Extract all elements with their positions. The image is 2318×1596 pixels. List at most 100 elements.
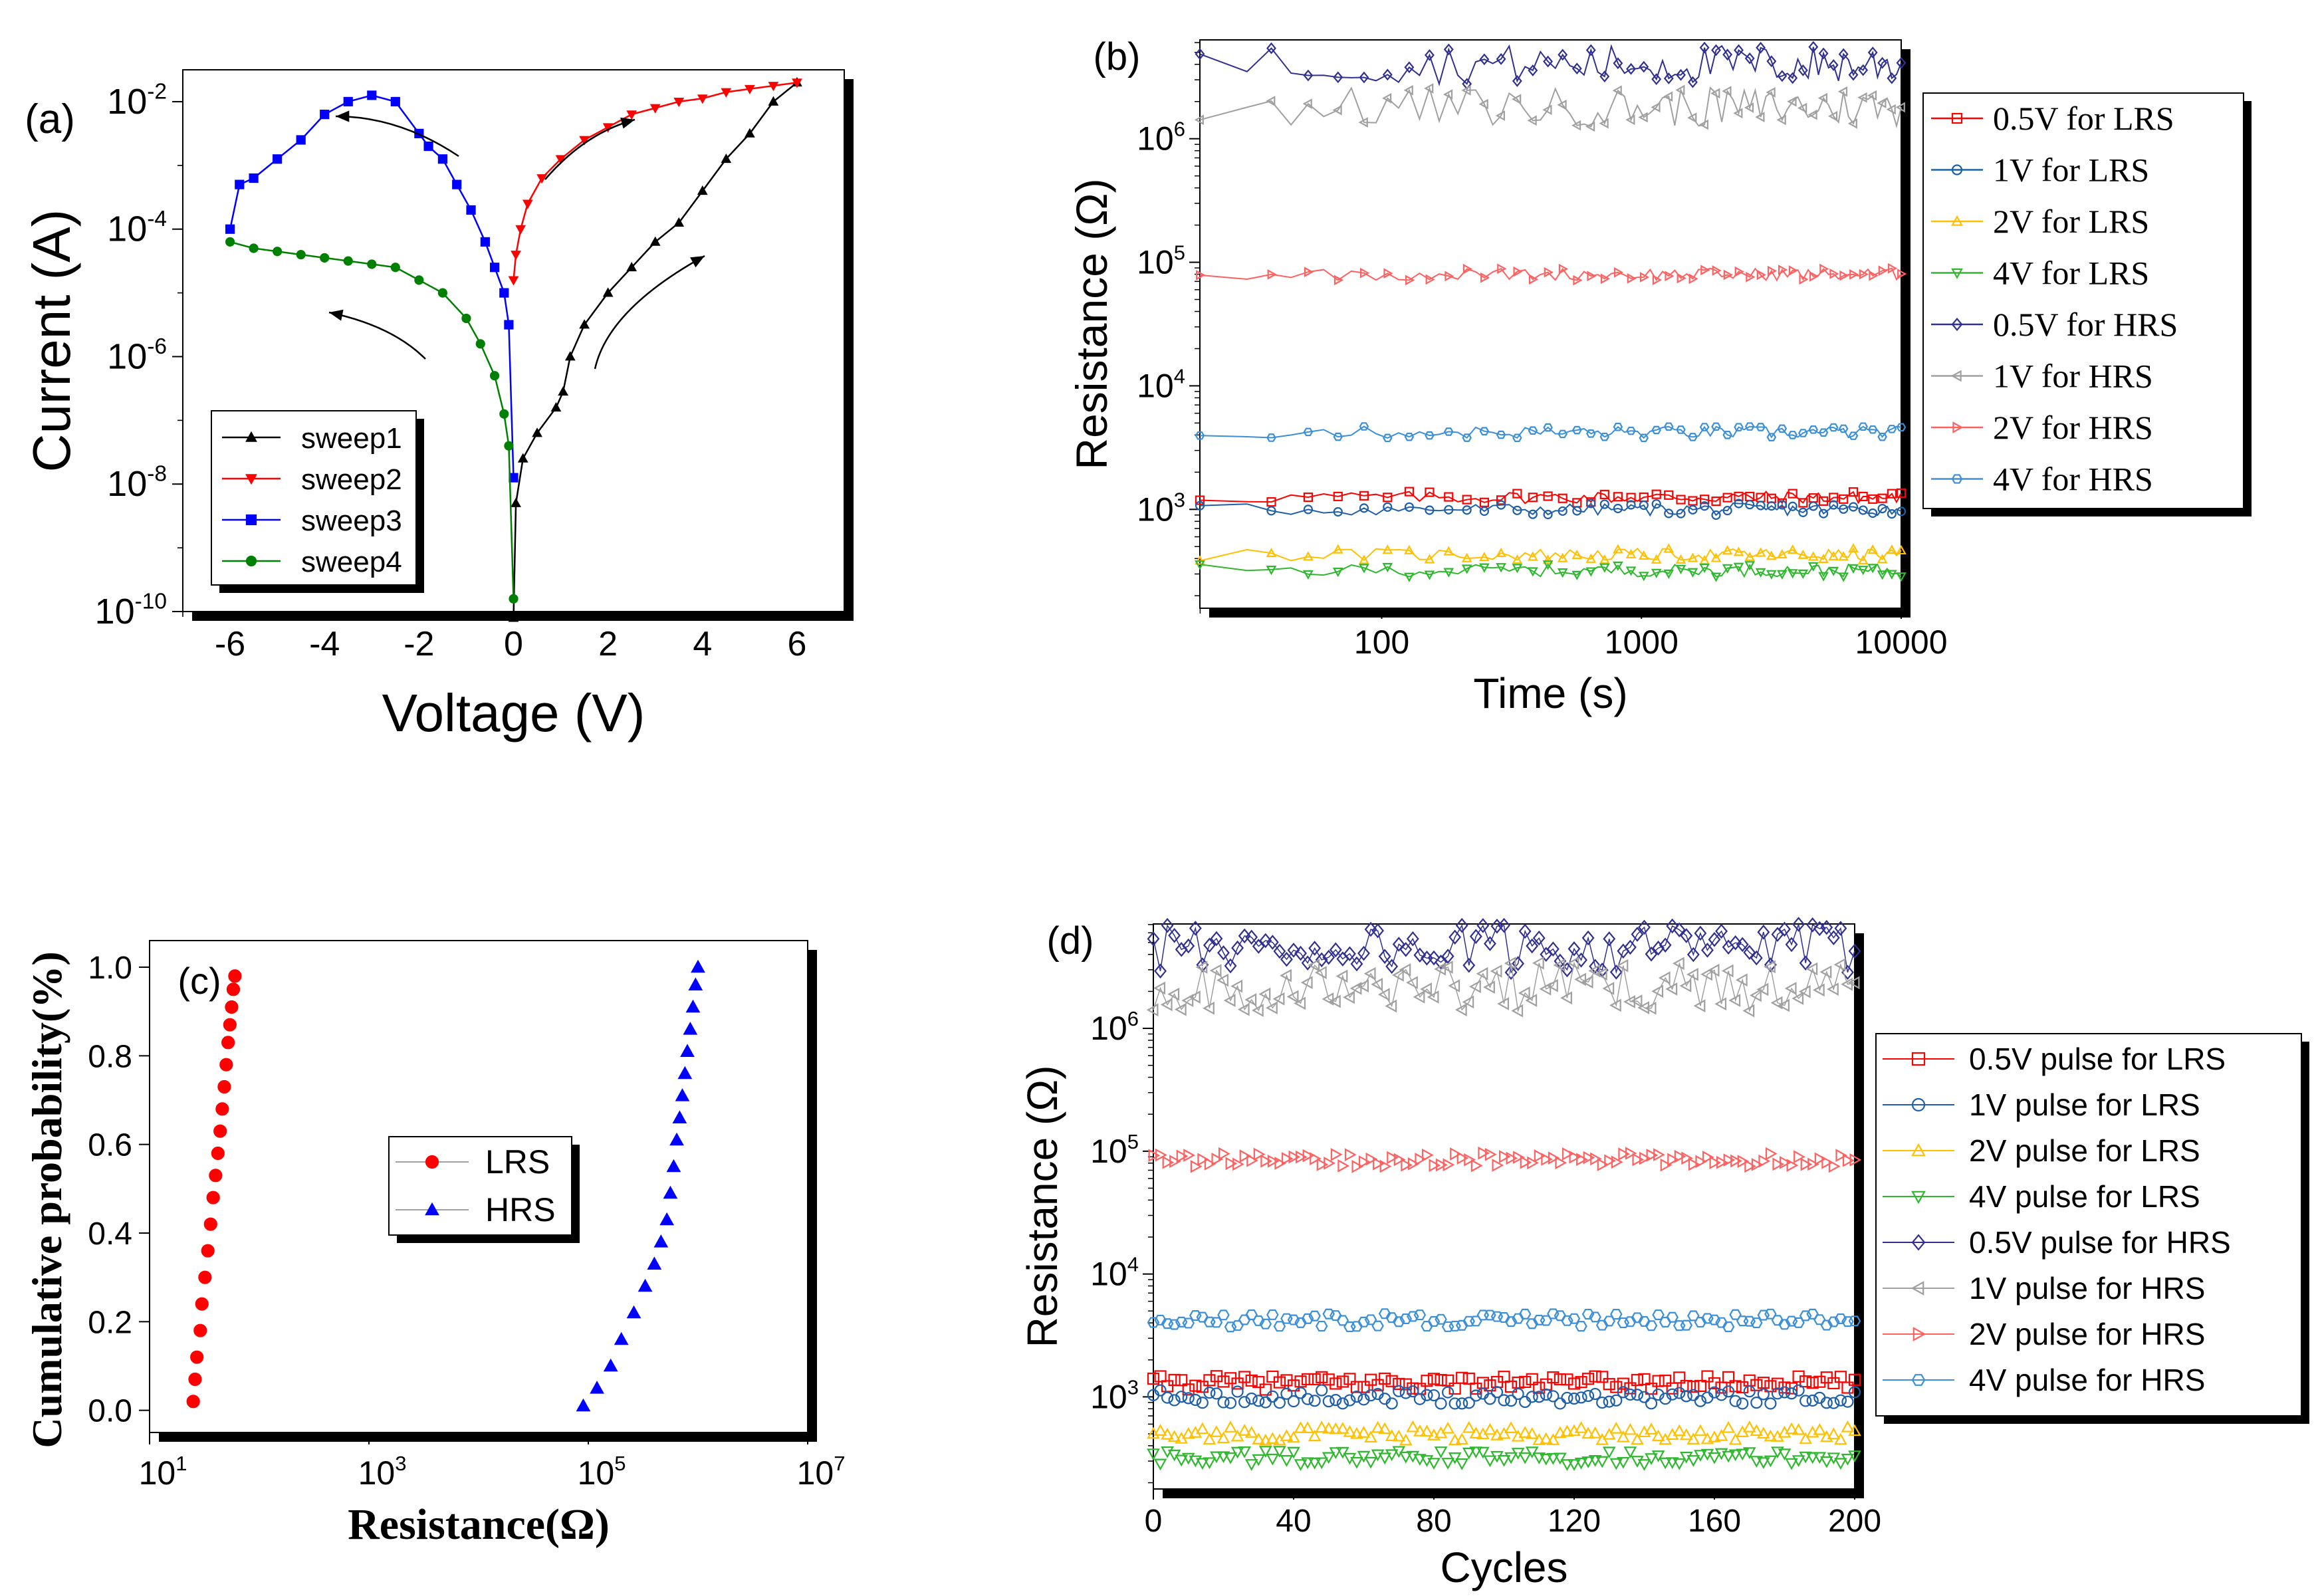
- data-point-0.5V pulse for LRS: [1589, 1370, 1601, 1383]
- data-point-0.5V for LRS: [1496, 495, 1506, 505]
- data-point-4V pulse for LRS: [1742, 1447, 1756, 1460]
- data-point-1V pulse for HRS: [1539, 982, 1552, 996]
- data-point-0.5V pulse for LRS: [1273, 1376, 1286, 1389]
- data-point-0.5V pulse for LRS: [1827, 1377, 1840, 1390]
- data-point-4V pulse for HRS: [1484, 1310, 1496, 1321]
- legend-marker-2V pulse for HRS: [1912, 1327, 1926, 1341]
- data-point-2V pulse for HRS: [1281, 1152, 1294, 1165]
- data-point-1V pulse for HRS: [1764, 960, 1776, 974]
- data-point-2V pulse for HRS: [1415, 1153, 1427, 1166]
- data-point-4V for HRS: [1586, 429, 1596, 438]
- data-point-2V for HRS: [1677, 273, 1686, 284]
- data-point-2V pulse for HRS: [1604, 1154, 1617, 1168]
- data-point-1V pulse for HRS: [1560, 991, 1572, 1005]
- data-point-LRS: [219, 1058, 233, 1072]
- data-point-4V pulse for HRS: [1848, 1315, 1861, 1327]
- data-point-0.5V pulse for LRS: [1350, 1381, 1363, 1393]
- data-point-0.5V pulse for HRS: [1848, 943, 1861, 959]
- data-point-0.5V pulse for LRS: [1484, 1379, 1496, 1392]
- data-point-0.5V pulse for HRS: [1413, 947, 1427, 963]
- data-point-LRS: [211, 1146, 225, 1161]
- legend-marker-sweep3: [245, 514, 257, 526]
- data-point-4V pulse for LRS: [1147, 1448, 1160, 1460]
- data-point-HRS: [590, 1381, 604, 1394]
- data-point-0.5V pulse for LRS: [1526, 1373, 1538, 1385]
- data-point-4V for LRS: [1266, 566, 1277, 576]
- data-point-0.5V pulse for LRS: [1259, 1383, 1272, 1396]
- data-point-0.5V for HRS: [1818, 47, 1829, 60]
- sweep-arrow-head: [690, 256, 705, 268]
- data-point-0.5V for LRS: [1858, 491, 1868, 502]
- data-point-1V for HRS: [1698, 119, 1709, 130]
- data-point-1V pulse for HRS: [1203, 1001, 1215, 1015]
- data-point-4V for HRS: [1722, 431, 1732, 439]
- legend-label-0.5V pulse for LRS: 0.5V pulse for LRS: [1969, 1042, 2226, 1076]
- data-point-4V pulse for LRS: [1441, 1458, 1454, 1470]
- data-point-HRS: [614, 1331, 629, 1345]
- data-point-HRS: [663, 1185, 678, 1199]
- data-point-1V pulse for LRS: [1393, 1385, 1405, 1397]
- data-point-sweep4: [390, 263, 400, 273]
- data-point-1V pulse for LRS: [1715, 1389, 1728, 1401]
- data-point-2V pulse for HRS: [1190, 1159, 1203, 1173]
- data-point-2V pulse for LRS: [1504, 1421, 1518, 1433]
- data-point-1V pulse for LRS: [1231, 1385, 1244, 1398]
- data-point-2V pulse for HRS: [1780, 1156, 1792, 1169]
- data-point-2V pulse for LRS: [1708, 1430, 1721, 1442]
- data-point-1V for LRS: [1425, 505, 1435, 515]
- data-point-1V pulse for LRS: [1442, 1386, 1454, 1399]
- data-point-sweep2: [522, 199, 533, 209]
- data-point-0.5V for LRS: [1528, 493, 1538, 503]
- data-point-2V pulse for HRS: [1639, 1151, 1651, 1165]
- data-point-2V for LRS: [1675, 554, 1686, 564]
- data-point-0.5V pulse for HRS: [1659, 937, 1672, 953]
- data-point-0.5V pulse for LRS: [1379, 1372, 1391, 1385]
- data-point-2V pulse for LRS: [1210, 1425, 1223, 1437]
- data-point-0.5V for HRS: [1663, 72, 1674, 84]
- data-point-0.5V pulse for HRS: [1680, 928, 1693, 943]
- data-point-0.5V pulse for HRS: [1385, 959, 1399, 974]
- y-tick-label: 106: [1137, 118, 1185, 158]
- data-point-2V for LRS: [1818, 553, 1829, 564]
- data-point-0.5V pulse for HRS: [1645, 946, 1658, 962]
- data-point-1V pulse for LRS: [1266, 1390, 1279, 1403]
- data-point-2V for HRS: [1558, 263, 1568, 275]
- data-point-2V pulse for HRS: [1337, 1159, 1350, 1173]
- data-point-2V pulse for HRS: [1344, 1148, 1357, 1161]
- data-point-2V pulse for LRS: [1609, 1421, 1623, 1434]
- x-tick-label: 103: [358, 1452, 407, 1492]
- data-point-0.5V pulse for HRS: [1581, 930, 1595, 946]
- y-axis-label: Current (A): [22, 209, 81, 473]
- data-point-2V pulse for HRS: [1583, 1151, 1595, 1165]
- data-point-2V for HRS: [1627, 273, 1637, 284]
- data-point-1V for HRS: [1478, 98, 1488, 110]
- data-point-0.5V pulse for LRS: [1385, 1375, 1398, 1387]
- data-point-1V pulse for LRS: [1210, 1387, 1223, 1400]
- data-point-1V for HRS: [1612, 85, 1622, 96]
- data-point-2V pulse for LRS: [1686, 1432, 1700, 1444]
- data-point-4V for LRS: [1848, 564, 1859, 574]
- data-point-1V pulse for HRS: [1413, 990, 1425, 1004]
- data-point-1V for HRS: [1675, 84, 1685, 96]
- data-point-2V pulse for HRS: [1569, 1150, 1581, 1164]
- data-point-0.5V pulse for LRS: [1575, 1376, 1587, 1389]
- data-point-1V pulse for LRS: [1652, 1388, 1665, 1401]
- data-point-1V pulse for HRS: [1778, 998, 1790, 1012]
- data-point-4V pulse for LRS: [1595, 1456, 1609, 1468]
- data-point-4V pulse for LRS: [1574, 1457, 1588, 1470]
- legend-box: [211, 410, 417, 586]
- data-point-2V pulse for HRS: [1618, 1147, 1631, 1161]
- data-point-0.5V for LRS: [1722, 493, 1732, 503]
- data-point-sweep1: [564, 351, 576, 361]
- data-point-4V for HRS: [1788, 431, 1797, 439]
- data-point-2V pulse for HRS: [1330, 1148, 1343, 1161]
- data-point-2V for LRS: [1848, 542, 1859, 553]
- data-point-2V for HRS: [1829, 269, 1839, 279]
- data-point-2V pulse for HRS: [1267, 1154, 1280, 1168]
- data-point-0.5V for LRS: [1839, 494, 1849, 504]
- data-point-1V for HRS: [1857, 92, 1867, 103]
- data-point-1V for HRS: [1512, 94, 1522, 105]
- data-point-2V pulse for HRS: [1260, 1154, 1273, 1168]
- data-point-2V for HRS: [1360, 267, 1370, 279]
- data-point-sweep2: [768, 82, 779, 92]
